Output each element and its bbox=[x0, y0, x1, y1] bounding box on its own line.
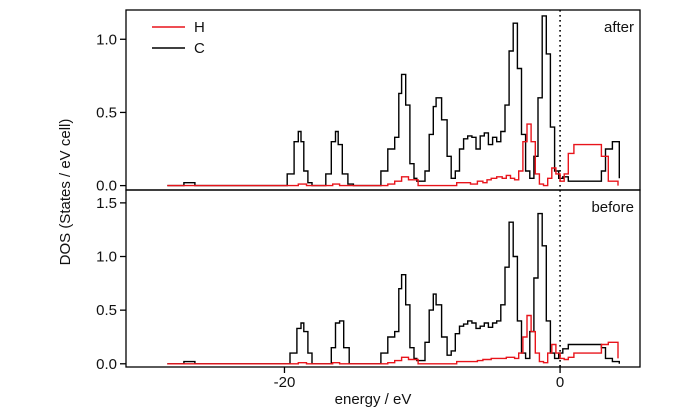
y-tick-label: 1.5 bbox=[96, 195, 117, 212]
legend: HC bbox=[152, 19, 205, 57]
panel-label: after bbox=[604, 19, 634, 36]
panel-label: before bbox=[591, 199, 634, 216]
y-tick-label: 0.0 bbox=[96, 178, 117, 195]
y-tick-label: 1.0 bbox=[96, 249, 117, 266]
x-axis-title: energy / eV bbox=[335, 391, 412, 408]
y-tick-label: 1.0 bbox=[96, 31, 117, 48]
x-tick-label: 0 bbox=[556, 374, 564, 391]
x-tick-label: -20 bbox=[274, 374, 296, 391]
y-tick-label: 0.5 bbox=[96, 104, 117, 121]
y-axis-title: DOS (States / eV cell) bbox=[57, 119, 74, 266]
plot-frame bbox=[125, 9, 641, 191]
series-line-H bbox=[167, 314, 619, 365]
y-tick-label: 0.5 bbox=[96, 302, 117, 319]
y-tick-label: 0.0 bbox=[96, 356, 117, 373]
panel-before: 0.0 0.5 1.0 1.5 before bbox=[96, 189, 641, 373]
plot-frame bbox=[125, 189, 641, 368]
panel-after: 0.0 0.5 1.0 after bbox=[96, 9, 641, 195]
legend-label-H: H bbox=[194, 19, 205, 36]
series-line-C bbox=[167, 212, 620, 365]
series-line-H bbox=[167, 123, 619, 187]
legend-label-C: C bbox=[194, 40, 205, 57]
panels: 0.0 0.5 1.0 after 0.0 0.5 1.0 1.5 before -20 0 bbox=[96, 9, 641, 391]
series-line-C bbox=[167, 15, 620, 187]
